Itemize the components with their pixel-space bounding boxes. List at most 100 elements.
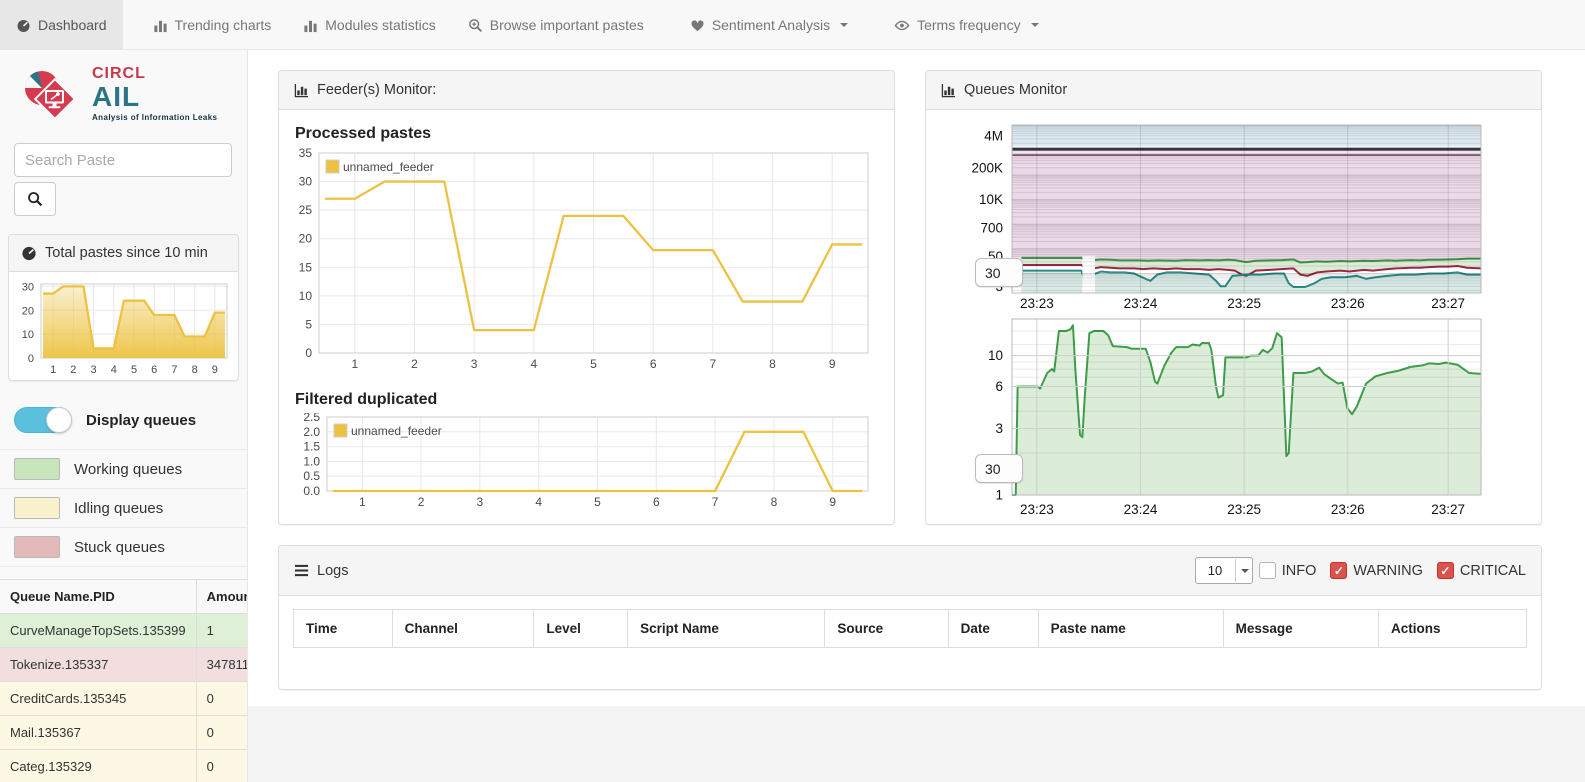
display-queues-label: Display queues	[86, 411, 197, 429]
svg-text:20: 20	[299, 232, 313, 246]
svg-text:1.0: 1.0	[303, 454, 320, 468]
nav-terms-frequency[interactable]: Terms frequency	[878, 0, 1054, 50]
svg-text:10: 10	[299, 289, 313, 303]
svg-text:23:24: 23:24	[1124, 296, 1158, 311]
warning-checkbox[interactable]: ✓	[1330, 562, 1348, 579]
logo-product: AIL	[92, 81, 141, 112]
nav-browse-important-pastes[interactable]: Browse important pastes	[452, 0, 660, 50]
display-queues-toggle[interactable]	[14, 407, 72, 433]
nav-trending-charts[interactable]: Trending charts	[137, 0, 288, 50]
svg-text:8: 8	[192, 364, 198, 376]
bar-chart-icon	[153, 18, 168, 33]
svg-text:0.5: 0.5	[303, 469, 320, 483]
nav-label: Sentiment Analysis	[711, 17, 831, 33]
svg-text:2: 2	[70, 364, 76, 376]
queues-legend: Working queues Idling queues Stuck queue…	[0, 449, 247, 567]
svg-text:2: 2	[418, 495, 425, 509]
svg-text:23:23: 23:23	[1020, 296, 1054, 311]
svg-text:1: 1	[359, 495, 366, 509]
table-row: Tokenize.135337 3478111	[0, 647, 247, 682]
svg-text:700: 700	[980, 221, 1003, 236]
search-plus-icon	[468, 18, 483, 33]
list-icon	[294, 563, 309, 578]
nav-modules-statistics[interactable]: Modules statistics	[287, 0, 451, 50]
feeder-panel-title: Feeder(s) Monitor:	[317, 82, 437, 98]
circl-ail-logo: CIRCL AIL Analysis of Information Leaks	[0, 50, 247, 133]
logs-header-paste-name: Paste name	[1037, 609, 1224, 648]
search-icon	[27, 191, 43, 207]
svg-text:1: 1	[995, 488, 1003, 503]
logs-header-channel: Channel	[391, 609, 535, 648]
page-footer-area	[248, 706, 1585, 782]
logs-header-script-name: Script Name	[627, 609, 826, 648]
nav-dashboard[interactable]: Dashboard	[0, 0, 123, 50]
svg-text:20: 20	[22, 305, 34, 317]
table-row: Categ.135329 0	[0, 749, 247, 782]
queues-monitor-panel: Queues Monitor 23:23 23:24 23:25 23:26 23:27…	[925, 70, 1542, 525]
info-checkbox[interactable]	[1258, 562, 1276, 579]
nav-sentiment-analysis[interactable]: Sentiment Analysis	[674, 0, 864, 50]
svg-text:1: 1	[50, 364, 56, 376]
svg-text:8: 8	[769, 357, 776, 371]
svg-text:3: 3	[477, 495, 484, 509]
svg-text:3: 3	[995, 421, 1003, 436]
bar-chart-icon	[941, 83, 956, 98]
nav-label: Trending charts	[174, 17, 272, 33]
chevron-down-icon	[840, 23, 849, 27]
toggle-knob	[46, 407, 72, 433]
logo-tagline: Analysis of Information Leaks	[92, 113, 218, 122]
select-arrow-icon	[1234, 559, 1251, 582]
logo-brand: CIRCL	[92, 65, 146, 82]
heart-icon	[690, 18, 705, 33]
svg-text:0: 0	[305, 346, 312, 360]
logs-header-time: Time	[293, 609, 393, 648]
working-queues-swatch	[14, 458, 60, 480]
legend-idling-queues: Idling queues	[0, 488, 247, 527]
total-pastes-mini-chart: 1 2 3 4 5 6 7 8 9 0 10 20 30	[22, 281, 228, 376]
queues-rate-chart: 10 6 3 1 23:23 23:24 23:25 23:26 23:27	[988, 318, 1482, 517]
svg-text:5: 5	[305, 317, 312, 331]
svg-text:6: 6	[151, 364, 157, 376]
table-row: CurveManageTopSets.135399 1	[0, 613, 247, 648]
queue-name-header: Queue Name.PID	[0, 579, 197, 614]
svg-text:3: 3	[471, 357, 478, 371]
svg-text:6: 6	[653, 495, 660, 509]
logs-header-date: Date	[947, 609, 1039, 648]
processed-pastes-title: Processed pastes	[295, 125, 432, 142]
page-size-select[interactable]: 10	[1194, 557, 1253, 584]
info-label: INFO	[1281, 562, 1317, 579]
svg-text:6: 6	[650, 357, 657, 371]
chevron-down-icon	[1030, 23, 1039, 27]
svg-text:23:27: 23:27	[1431, 502, 1465, 517]
svg-text:0: 0	[28, 353, 34, 365]
logs-header-actions: Actions	[1377, 609, 1528, 648]
legend-working-queues: Working queues	[0, 449, 247, 488]
svg-text:5: 5	[131, 364, 137, 376]
svg-text:4M: 4M	[984, 128, 1003, 143]
svg-text:15: 15	[299, 260, 313, 274]
range-badge: 30	[975, 454, 1023, 483]
logs-header-level: Level	[533, 609, 629, 648]
nav-label: Dashboard	[38, 17, 107, 33]
critical-checkbox[interactable]: ✓	[1436, 562, 1454, 579]
svg-text:4: 4	[530, 357, 537, 371]
svg-text:unnamed_feeder: unnamed_feeder	[351, 424, 442, 438]
warning-label: WARNING	[1353, 562, 1423, 579]
dashboard-icon	[16, 18, 31, 33]
svg-text:30: 30	[299, 175, 313, 189]
svg-text:2: 2	[411, 357, 418, 371]
logs-table: Time Channel Level Script Name Source Da…	[293, 609, 1528, 648]
search-paste-input[interactable]	[14, 143, 232, 177]
critical-label: CRITICAL	[1459, 562, 1526, 579]
logs-header-source: Source	[824, 609, 949, 648]
svg-text:23:24: 23:24	[1124, 502, 1158, 517]
table-row: Mail.135367 0	[0, 715, 247, 750]
legend-stuck-queues: Stuck queues	[0, 527, 247, 567]
svg-text:0.0: 0.0	[303, 484, 320, 498]
filtered-duplicated-title: Filtered duplicated	[295, 391, 438, 408]
svg-text:8: 8	[771, 495, 778, 509]
svg-text:23:23: 23:23	[1020, 502, 1054, 517]
search-button[interactable]	[14, 182, 56, 216]
svg-text:7: 7	[171, 364, 177, 376]
